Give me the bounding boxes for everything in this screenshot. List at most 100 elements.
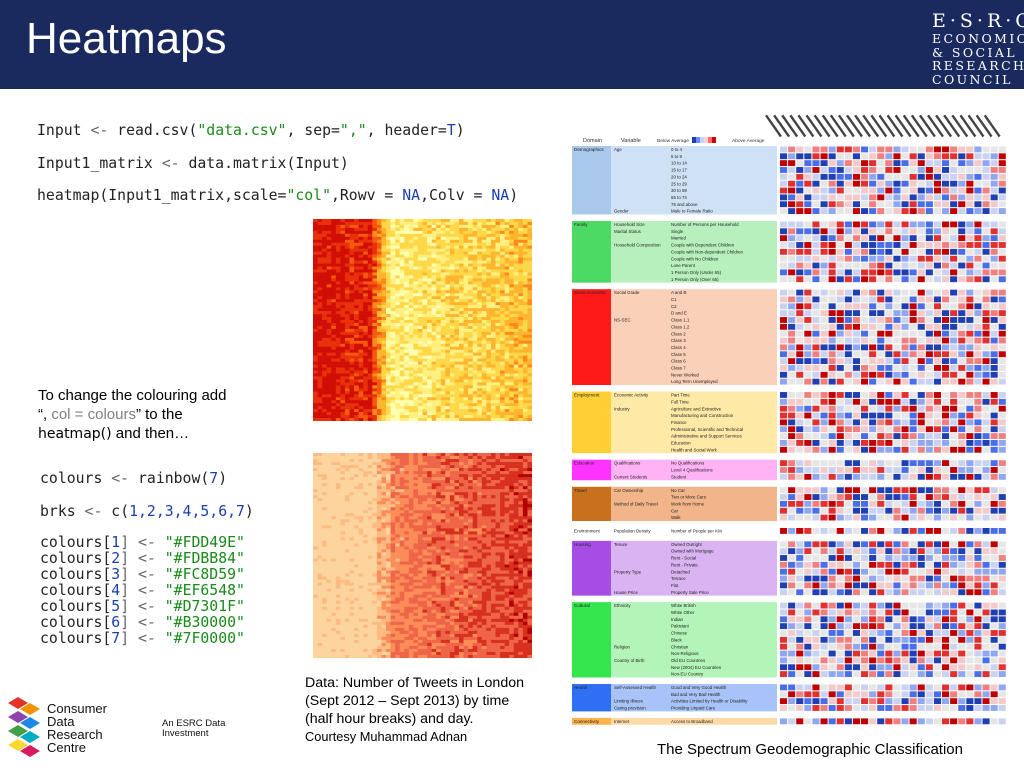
heat-cell	[901, 643, 909, 650]
heat-cell	[909, 575, 917, 582]
heat-cell	[909, 378, 917, 385]
heat-cell	[812, 698, 820, 705]
heat-cell	[909, 623, 917, 630]
heat-cell	[828, 173, 836, 180]
heat-cell	[828, 528, 836, 534]
heat-cell	[933, 221, 941, 228]
heat-cell	[869, 419, 877, 426]
heat-cell	[990, 398, 998, 405]
heat-cell	[974, 392, 982, 398]
heat-cell	[998, 555, 1006, 561]
heat-cell	[909, 146, 917, 153]
heat-cell	[836, 602, 844, 609]
heat-cell	[852, 371, 860, 378]
heat-cell	[982, 698, 990, 705]
heat-cell	[836, 289, 844, 296]
heat-cell	[852, 187, 860, 194]
heat-cell	[982, 555, 990, 561]
heat-cell	[909, 167, 917, 173]
heat-cell	[893, 582, 901, 589]
heat-cell	[909, 296, 917, 303]
heat-cell	[925, 228, 933, 235]
heat-cell	[877, 323, 885, 330]
heat-cell	[958, 487, 966, 494]
heat-cell	[885, 194, 893, 201]
heat-cell	[804, 426, 812, 433]
heat-cell	[877, 208, 885, 214]
heat-cell	[836, 358, 844, 364]
heat-cell	[877, 650, 885, 657]
heat-cell	[998, 310, 1006, 317]
heat-cell	[974, 337, 982, 344]
heat-cell	[974, 419, 982, 426]
code-line-rainbow: colours <- rainbow(7)	[40, 470, 228, 487]
heat-cell	[990, 378, 998, 385]
heat-cell	[788, 650, 796, 657]
caption-line1: Data: Number of Tweets in London	[305, 675, 524, 691]
heat-cell	[780, 698, 788, 705]
heat-cell	[990, 180, 998, 187]
slide-title: Heatmaps	[26, 14, 227, 63]
heat-cell	[933, 208, 941, 214]
heat-cell	[836, 323, 844, 330]
heat-cell	[852, 541, 860, 548]
heat-cell	[869, 548, 877, 555]
heat-cell	[828, 589, 836, 596]
heat-cell	[925, 507, 933, 514]
heat-cell	[844, 221, 852, 228]
heat-cell	[925, 289, 933, 296]
heat-cell	[861, 242, 869, 248]
heat-cell	[820, 187, 828, 194]
heat-cell	[861, 561, 869, 568]
heat-cell	[901, 303, 909, 310]
domain-detail	[611, 486, 777, 521]
heat-cell	[901, 507, 909, 514]
heat-cell	[974, 208, 982, 214]
heat-cell	[852, 289, 860, 296]
heat-cell	[820, 643, 828, 650]
heat-cell	[796, 575, 804, 582]
heat-cell	[998, 153, 1006, 160]
heat-cell	[950, 378, 958, 385]
heat-cell	[836, 242, 844, 248]
heat-cell	[852, 208, 860, 214]
heat-cell	[998, 398, 1006, 405]
heat-cell	[998, 514, 1006, 521]
sub-variable: Long Term Unemployed	[671, 379, 718, 384]
heat-cell	[812, 330, 820, 337]
heat-cell	[990, 582, 998, 589]
heat-cell	[942, 718, 950, 725]
heat-cell	[958, 412, 966, 419]
heat-cell	[958, 671, 966, 677]
heat-cell	[861, 248, 869, 255]
tweets-heatmap-default	[313, 219, 532, 421]
heat-cell	[861, 433, 869, 439]
heat-cell	[877, 467, 885, 473]
heat-cell	[836, 235, 844, 242]
heat-cell	[885, 419, 893, 426]
heat-cell	[861, 323, 869, 330]
heat-cell	[844, 514, 852, 521]
heat-cell	[966, 561, 974, 568]
heat-cell	[885, 398, 893, 405]
heat-cell	[812, 657, 820, 664]
heat-cell	[812, 378, 820, 385]
heat-cell	[869, 664, 877, 671]
heat-cell	[925, 378, 933, 385]
heat-cell	[909, 467, 917, 473]
heat-cell	[804, 153, 812, 160]
heat-cell	[917, 262, 925, 269]
heat-cell	[990, 473, 998, 480]
heat-cell	[909, 160, 917, 167]
heat-cell	[893, 405, 901, 412]
heat-cell	[861, 446, 869, 453]
heat-cell	[796, 296, 804, 303]
heat-cell	[901, 419, 909, 426]
heat-cell	[852, 440, 860, 446]
heat-cell	[877, 262, 885, 269]
heat-cell	[925, 317, 933, 323]
heat-cell	[885, 561, 893, 568]
heat-cell	[820, 555, 828, 561]
heat-cell	[780, 296, 788, 303]
heat-cell	[788, 426, 796, 433]
